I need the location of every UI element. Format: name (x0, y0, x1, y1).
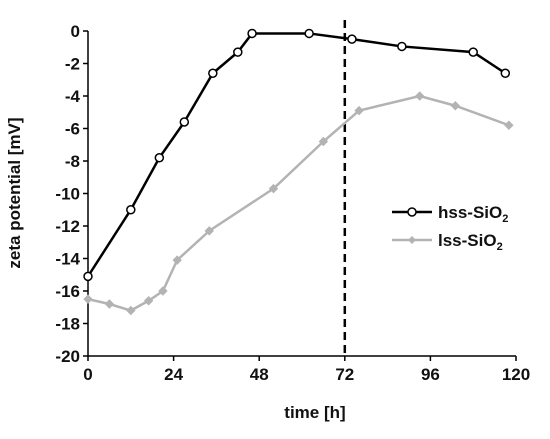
data-point (179, 117, 190, 127)
y-tick-label: -2 (65, 55, 80, 74)
legend-marker-0 (407, 207, 417, 217)
data-point (126, 305, 136, 316)
data-point (318, 136, 329, 147)
data-point (354, 105, 364, 116)
data-point (172, 255, 182, 265)
data-point (397, 41, 407, 52)
data-point (83, 271, 93, 282)
plot-area (83, 20, 516, 357)
x-tick-label: 24 (164, 365, 183, 384)
legend-label-1: lss-SiO2 (438, 231, 503, 253)
data-point (204, 226, 214, 236)
y-tick-label: -14 (55, 250, 80, 269)
data-point (208, 68, 218, 78)
y-tick-label: -4 (65, 87, 81, 106)
data-point (347, 34, 357, 44)
x-axis-title: time [h] (284, 403, 345, 422)
data-point (468, 47, 478, 57)
y-tick-label: 0 (71, 22, 80, 41)
y-tick-label: -18 (55, 315, 80, 334)
data-point (104, 299, 115, 309)
x-tick-label: 48 (250, 365, 269, 384)
data-point (143, 296, 154, 306)
series-line-0 (86, 32, 506, 278)
data-point (83, 294, 93, 304)
data-point (247, 28, 257, 39)
data-point (500, 68, 511, 78)
y-tick-label: -10 (55, 185, 80, 204)
y-tick-label: -12 (55, 217, 80, 236)
data-point (233, 47, 243, 57)
x-tick-label: 0 (83, 365, 92, 384)
data-point (304, 28, 314, 39)
y-tick-label: -20 (55, 347, 80, 366)
x-axis-ticks: 0 24 48 72 96 120 (83, 356, 530, 384)
data-point (268, 183, 279, 194)
legend-marker-1 (408, 236, 416, 244)
y-tick-label: -8 (65, 152, 80, 171)
data-point (504, 120, 514, 130)
data-point (450, 101, 461, 111)
legend-label-0: hss-SiO2 (438, 203, 508, 225)
y-tick-label: -16 (55, 282, 80, 301)
x-tick-label: 96 (421, 365, 440, 384)
x-tick-label: 120 (502, 365, 530, 384)
data-point (126, 205, 136, 215)
x-tick-label: 72 (335, 365, 354, 384)
y-axis-ticks: 0 -2 -4 -6 -8 -10 -12 -14 -16 -18 -20 (55, 22, 88, 366)
data-point (154, 153, 165, 163)
legend: hss-SiO2 lss-SiO2 (392, 203, 508, 253)
y-axis-title: zeta potential [mV] (5, 117, 24, 268)
y-tick-label: -6 (65, 120, 80, 139)
data-point (414, 91, 425, 101)
data-point (158, 286, 168, 296)
